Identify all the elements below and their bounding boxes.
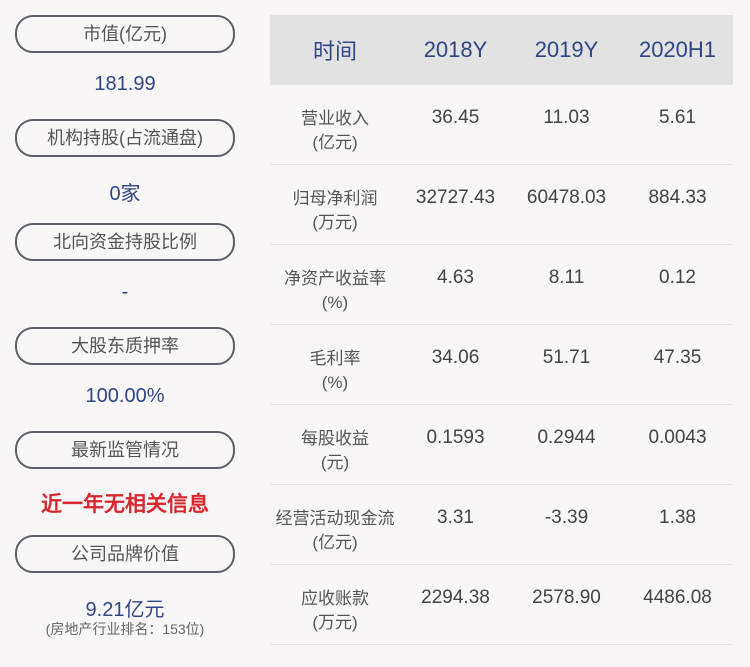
cell: 4486.08	[643, 587, 712, 608]
header-time: 时间	[312, 39, 357, 64]
metric-unit: (%)	[321, 373, 349, 392]
financial-table: 时间 2018Y 2019Y 2020H1 营业收入 (亿元) 36.45 11.…	[270, 15, 733, 645]
cell: 51.71	[542, 347, 591, 368]
metric-name: 经营活动现金流	[275, 509, 395, 528]
cell: -3.39	[544, 507, 589, 528]
row-label: 归母净利润 (万元)	[270, 165, 400, 235]
metric-unit: (元)	[320, 453, 350, 472]
row-label: 毛利率 (%)	[270, 325, 400, 395]
brand-rank-note: (房地产行业排名：153位)	[45, 621, 205, 637]
table-row: 每股收益 (元) 0.1593 0.2944 0.0043	[270, 405, 733, 485]
regulatory-status-label: 最新监管情况	[15, 431, 235, 469]
row-label: 经营活动现金流 (亿元)	[270, 485, 400, 555]
brand-value-value: 9.21亿元	[85, 599, 165, 621]
metric-unit: (亿元)	[312, 533, 358, 552]
header-2020h1: 2020H1	[638, 37, 717, 62]
row-label: 营业收入 (亿元)	[270, 85, 400, 155]
metric-name: 每股收益	[301, 429, 369, 448]
header-2019: 2019Y	[534, 37, 599, 62]
table-row: 营业收入 (亿元) 36.45 11.03 5.61	[270, 85, 733, 165]
cell: 0.2944	[537, 427, 596, 448]
northbound-ratio-label: 北向资金持股比例	[15, 223, 235, 261]
table-row: 毛利率 (%) 34.06 51.71 47.35	[270, 325, 733, 405]
pledge-ratio-label: 大股东质押率	[15, 327, 235, 365]
cell: 36.45	[431, 107, 480, 128]
cell: 8.11	[548, 267, 585, 288]
cell: 34.06	[431, 347, 480, 368]
table-header: 时间 2018Y 2019Y 2020H1	[270, 15, 733, 85]
table-row: 经营活动现金流 (亿元) 3.31 -3.39 1.38	[270, 485, 733, 565]
regulatory-status-value: 近一年无相关信息	[41, 493, 209, 516]
cell: 3.31	[437, 507, 474, 528]
metric-name: 归母净利润	[292, 189, 378, 208]
cell: 0.0043	[648, 427, 707, 448]
metric-name: 毛利率	[309, 349, 361, 368]
row-label: 应收账款 (万元)	[270, 565, 400, 635]
market-cap-value: 181.99	[94, 73, 156, 95]
table-row: 净资产收益率 (%) 4.63 8.11 0.12	[270, 245, 733, 325]
table-row: 归母净利润 (万元) 32727.43 60478.03 884.33	[270, 165, 733, 245]
cell: 0.12	[659, 267, 696, 288]
institutional-holding-label: 机构持股(占流通盘)	[15, 119, 235, 157]
cell: 60478.03	[526, 187, 607, 208]
table-row: 应收账款 (万元) 2294.38 2578.90 4486.08	[270, 565, 733, 645]
cell: 4.63	[437, 267, 474, 288]
metric-unit: (%)	[321, 293, 349, 312]
metric-unit: (万元)	[312, 213, 358, 232]
metric-unit: (万元)	[312, 613, 358, 632]
header-2018: 2018Y	[423, 37, 488, 62]
institutional-holding-value: 0家	[109, 183, 141, 205]
cell: 47.35	[653, 347, 702, 368]
metric-name: 净资产收益率	[284, 269, 386, 288]
cell: 32727.43	[415, 187, 496, 208]
market-cap-label: 市值(亿元)	[15, 15, 235, 53]
cell: 884.33	[648, 187, 707, 208]
pledge-ratio-value: 100.00%	[85, 385, 165, 407]
cell: 2578.90	[532, 587, 601, 608]
brand-value-label: 公司品牌价值	[15, 535, 235, 573]
cell: 0.1593	[426, 427, 485, 448]
northbound-ratio-value: -	[121, 281, 129, 303]
cell: 5.61	[659, 107, 696, 128]
metric-unit: (亿元)	[312, 133, 358, 152]
cell: 11.03	[543, 107, 590, 128]
cell: 2294.38	[421, 587, 490, 608]
row-label: 每股收益 (元)	[270, 405, 400, 475]
metric-name: 营业收入	[301, 109, 369, 128]
metric-name: 应收账款	[301, 589, 369, 608]
row-label: 净资产收益率 (%)	[270, 245, 400, 315]
cell: 1.38	[659, 507, 696, 528]
